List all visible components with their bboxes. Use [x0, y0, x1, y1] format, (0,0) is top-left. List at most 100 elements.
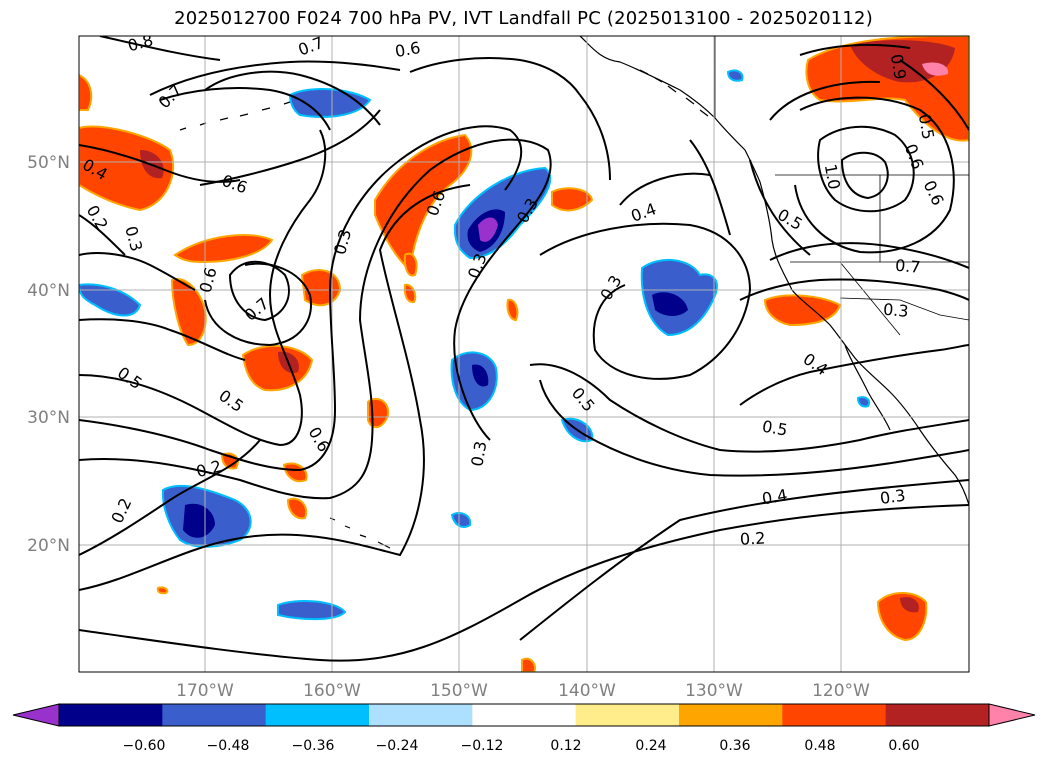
- lon-label: 120°W: [812, 681, 870, 701]
- contour-label: 0.5: [915, 113, 938, 141]
- contour-line: [689, 139, 731, 236]
- shade-gulf-purple: [478, 217, 498, 242]
- contour-label: 0.3: [467, 440, 490, 468]
- shade-central-pacific-6: [282, 462, 308, 483]
- shade-canada-northeast-peak: [922, 62, 949, 76]
- shade-central-pacific-2: [300, 269, 342, 307]
- contour-line: [769, 80, 881, 121]
- contour-line: [79, 214, 126, 256]
- shade-bc-blue: [726, 69, 744, 82]
- state-border-3: [839, 261, 901, 336]
- contour-label: 0.6: [393, 38, 421, 61]
- contour-line: [79, 439, 261, 556]
- colorbar-tick-label: −0.36: [292, 738, 335, 754]
- contour-line: [739, 344, 969, 406]
- colorbar-tick-label: 0.60: [888, 738, 919, 754]
- colorbar-segment: [265, 704, 370, 726]
- contour-line: [204, 262, 312, 347]
- colorbar: −0.60 −0.48 −0.36 −0.24 −0.12 0.12 0.24 …: [12, 703, 1036, 754]
- contour-label: 0.8: [126, 30, 156, 55]
- shade-tropic-blue: [277, 600, 347, 621]
- colorbar-segment: [59, 704, 163, 726]
- figure-title: 2025012700 F024 700 hPa PV, IVT Landfall…: [174, 8, 873, 29]
- latitude-labels: 50°N 40°N 30°N 20°N: [27, 153, 70, 556]
- contour-line: [79, 125, 523, 472]
- lat-label: 40°N: [27, 281, 70, 301]
- lon-label: 150°W: [430, 681, 488, 701]
- shade-subtropic-navy: [183, 503, 215, 538]
- shade-offshore-1: [551, 187, 594, 212]
- colorbar-segment: [782, 704, 887, 726]
- colorbar-tick-label: −0.12: [461, 738, 504, 754]
- contour-line: [149, 60, 401, 96]
- colorbar-tick-label: 0.48: [804, 738, 835, 754]
- contour-label: 0.7: [894, 256, 921, 277]
- colorbar-segment: [162, 704, 267, 726]
- shade-central-pacific-7: [286, 497, 308, 520]
- graticule: [79, 36, 969, 672]
- lat-label: 30°N: [27, 408, 70, 428]
- colorbar-ticks: −0.60 −0.48 −0.36 −0.24 −0.12 0.12 0.24 …: [123, 738, 920, 754]
- alaska-coastline: [579, 36, 716, 119]
- contour-line: [749, 159, 811, 256]
- colorbar-segment: [885, 704, 990, 726]
- contour-line: [228, 260, 290, 322]
- contour-line: [79, 318, 246, 361]
- colorbar-frame: [58, 703, 990, 727]
- contour-line: [519, 479, 969, 641]
- colorbar-tick-label: 0.24: [635, 738, 666, 754]
- lon-label: 170°W: [176, 681, 234, 701]
- colorbar-segments: [59, 704, 990, 726]
- contour-line: [99, 36, 221, 61]
- contour-label: 0.5: [761, 417, 789, 440]
- contour-line: [539, 379, 969, 477]
- political-borders: [714, 36, 969, 336]
- contour-line: [79, 138, 552, 500]
- contour-line: [79, 184, 471, 591]
- contour-label: 0.3: [882, 300, 909, 321]
- colorbar-segment: [369, 704, 473, 726]
- contour-line: [409, 57, 581, 96]
- shade-hawaii-south-blue: [450, 512, 472, 528]
- shade-central-pacific-1: [170, 278, 207, 347]
- contour-line: [199, 109, 381, 186]
- baja-peninsula: [844, 344, 891, 431]
- canada-us-west-coast: [714, 117, 969, 506]
- shade-south-1: [521, 657, 536, 672]
- shade-hawaii-north-blue: [450, 351, 498, 412]
- contour-line: [529, 363, 969, 453]
- contour-line: [204, 70, 381, 126]
- lat-label: 50°N: [27, 153, 70, 173]
- contour-lines: [79, 36, 969, 662]
- contour-label: 0.4: [760, 485, 788, 508]
- contour-label: 0.3: [879, 486, 907, 508]
- shade-california-coast: [763, 294, 842, 327]
- shade-baja-blue: [856, 396, 871, 408]
- contour-line: [619, 172, 711, 206]
- contour-label: 1.0: [821, 163, 844, 191]
- contour-line: [817, 125, 915, 213]
- shade-hawaii-north-navy: [472, 364, 489, 387]
- contour-line: [579, 94, 611, 181]
- colorbar-tick-label: −0.48: [207, 738, 250, 754]
- colorbar-tick-label: 0.12: [550, 738, 581, 754]
- contour-line: [79, 252, 196, 291]
- contour-line: [899, 59, 969, 131]
- contour-line: [539, 222, 752, 380]
- shade-northwest-coast: [79, 73, 93, 111]
- contour-line: [79, 504, 969, 662]
- contour-label: 0.9: [887, 53, 910, 81]
- aleutian-islands: [179, 101, 291, 131]
- contour-line: [79, 129, 327, 447]
- shade-offshore-4: [403, 283, 417, 304]
- shade-west-edge-blue: [79, 283, 142, 317]
- alaska-islands: [639, 69, 709, 117]
- colorbar-segment: [575, 704, 680, 726]
- map-frame: [78, 35, 970, 673]
- contour-line: [159, 87, 331, 131]
- contour-line: [769, 242, 969, 269]
- shade-east-pacific-navy: [652, 292, 688, 316]
- lon-label: 160°W: [303, 681, 361, 701]
- lon-label: 130°W: [685, 681, 743, 701]
